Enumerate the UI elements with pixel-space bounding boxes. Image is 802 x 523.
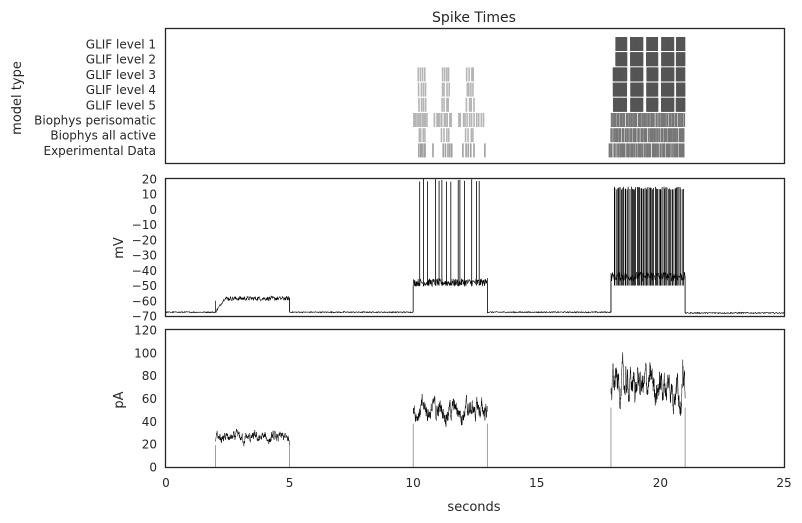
x-tick-label: 20 xyxy=(653,476,668,490)
x-tick-label: 10 xyxy=(406,476,421,490)
voltage-frame xyxy=(164,177,786,318)
raster-row-label: Biophys perisomatic xyxy=(34,114,156,128)
current-panel: pA 120 100 80 60 40 20 0 xyxy=(112,324,786,475)
x-tick-label: 15 xyxy=(529,476,544,490)
current-tick-label: 40 xyxy=(142,415,157,429)
voltage-tick-label: 20 xyxy=(142,173,157,187)
voltage-tick-label: −70 xyxy=(132,310,157,324)
raster-row-label: GLIF level 1 xyxy=(86,38,156,52)
voltage-trace xyxy=(165,271,785,315)
current-tick-label: 60 xyxy=(142,392,157,406)
current-tick-label: 0 xyxy=(149,461,157,475)
current-tick-label: 20 xyxy=(142,438,157,452)
current-ticks: 120 100 80 60 40 20 0 xyxy=(134,324,157,475)
raster-frame xyxy=(164,27,786,165)
current-noise-trace xyxy=(215,428,290,447)
raster-row-label: Experimental Data xyxy=(44,144,157,158)
x-tick-label: 5 xyxy=(286,476,294,490)
current-frame xyxy=(164,328,786,469)
voltage-tick-label: −60 xyxy=(132,294,157,308)
voltage-spikes xyxy=(215,179,686,313)
x-axis-label: seconds xyxy=(447,500,500,515)
voltage-ylabel: mV xyxy=(112,237,127,259)
voltage-tick-label: 10 xyxy=(142,188,157,202)
x-axis-ticks: 0 5 10 15 20 25 xyxy=(162,476,791,490)
voltage-tick-label: −50 xyxy=(132,279,157,293)
current-tick-label: 100 xyxy=(134,346,157,360)
x-tick-label: 25 xyxy=(776,476,791,490)
voltage-tick-label: 0 xyxy=(149,203,157,217)
raster-row-label: GLIF level 5 xyxy=(86,98,156,112)
raster-row-label: GLIF level 3 xyxy=(86,68,156,82)
raster-spikes xyxy=(413,37,686,158)
raster-row-label: GLIF level 2 xyxy=(86,53,156,67)
current-noise-trace xyxy=(610,352,686,416)
raster-row-label: Biophys all active xyxy=(50,129,156,143)
raster-title: Spike Times xyxy=(432,10,516,26)
raster-ylabel: model type xyxy=(10,61,25,135)
current-tick-label: 80 xyxy=(142,369,157,383)
voltage-tick-label: −30 xyxy=(132,249,157,263)
current-trace xyxy=(215,352,686,467)
current-ylabel: pA xyxy=(112,391,127,408)
current-noise-trace xyxy=(412,394,488,427)
voltage-tick-label: −40 xyxy=(132,264,157,278)
x-tick-label: 0 xyxy=(162,476,170,490)
voltage-tick-label: −10 xyxy=(132,218,157,232)
current-tick-label: 120 xyxy=(134,324,157,338)
raster-row-label: GLIF level 4 xyxy=(86,83,156,97)
raster-panel: Spike Times model type GLIF level 1GLIF … xyxy=(10,10,786,165)
voltage-tick-label: −20 xyxy=(132,233,157,247)
